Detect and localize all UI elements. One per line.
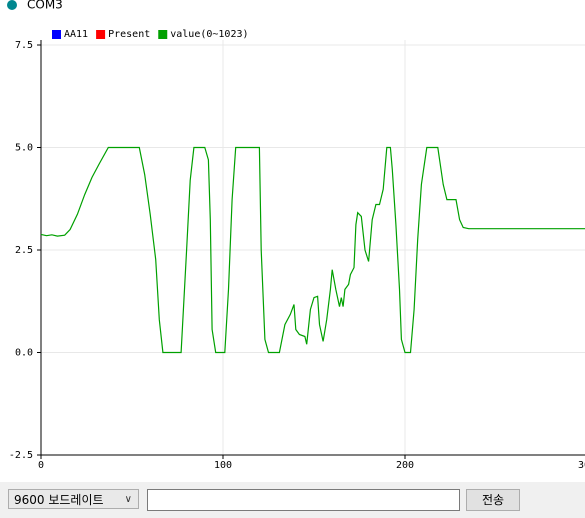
x-tick-label: 0 <box>38 460 44 471</box>
legend-label: value(0~1023) <box>170 29 248 40</box>
x-tick-label: 200 <box>396 460 414 471</box>
legend-label: AA11 <box>64 29 88 40</box>
x-tick-label: 100 <box>214 460 232 471</box>
dropdown-arrow: ∨ <box>124 494 132 505</box>
legend-swatch <box>52 30 61 39</box>
y-tick-label: 5.0 <box>15 143 33 154</box>
y-tick-label: 2.5 <box>15 245 33 256</box>
legend-label: Present <box>108 29 150 40</box>
plot-area: -2.5 0.0 2.5 5.0 7.5 0 100 200 300 AA11 Present val… <box>9 29 585 471</box>
legend-swatch <box>158 30 168 39</box>
series-line <box>40 146 585 354</box>
send-button[interactable]: 전송 <box>466 489 520 511</box>
message-input[interactable] <box>147 489 460 511</box>
baud-select[interactable]: 9600 보드레이트 ∨ <box>8 489 139 509</box>
y-tick-label: -2.5 <box>9 450 33 461</box>
y-tick-label: 7.5 <box>15 40 33 51</box>
plot-background <box>41 40 585 455</box>
window-title: COM3 <box>27 0 63 12</box>
bottom-bar: 9600 보드레이트 ∨ 전송 <box>0 482 585 518</box>
x-tick-label: 300 <box>578 460 585 471</box>
plotter: COM3 -2.5 0.0 2.5 5.0 7.5 0 100 200 300 AA11 Prese… <box>7 0 585 471</box>
baud-label: 9600 보드레이트 <box>14 493 104 507</box>
y-tick-label: 0.0 <box>15 348 33 359</box>
app-icon <box>7 0 17 10</box>
legend-swatch <box>96 30 106 39</box>
